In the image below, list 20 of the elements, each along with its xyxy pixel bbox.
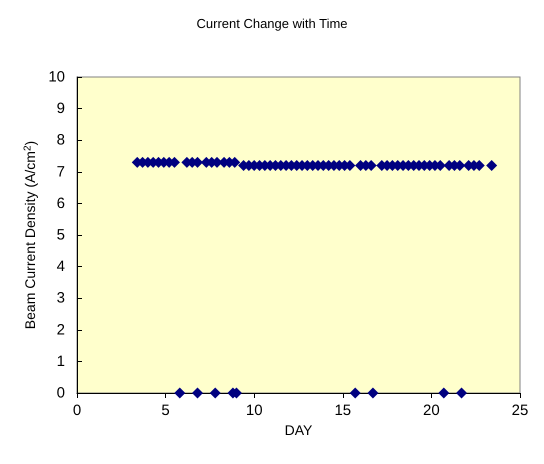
x-tick-label: 25 <box>512 402 528 419</box>
y-axis-title: Beam Current Density (A/cm2) <box>22 140 38 330</box>
x-tick-label: 10 <box>246 402 263 419</box>
y-tick-label: 1 <box>56 352 65 370</box>
x-tick-label: 15 <box>334 402 352 419</box>
y-tick-label: 5 <box>56 226 65 244</box>
y-tick-label: 3 <box>56 290 65 307</box>
x-axis-title: DAY <box>284 422 314 438</box>
x-tick-label: 5 <box>161 402 170 419</box>
x-tick-label: 20 <box>423 402 440 419</box>
y-tick-label: 2 <box>56 321 65 338</box>
y-tick-label: 10 <box>48 68 65 86</box>
y-tick-label: 4 <box>56 258 65 276</box>
y-tick-label: 9 <box>56 100 65 118</box>
chart-title: Current Change with Time <box>196 16 348 31</box>
y-tick-label: 0 <box>56 384 65 402</box>
y-tick-label: 6 <box>56 194 65 212</box>
y-tick-label: 8 <box>56 132 65 149</box>
x-tick-label: 0 <box>72 402 82 419</box>
y-tick-label: 7 <box>56 163 65 180</box>
